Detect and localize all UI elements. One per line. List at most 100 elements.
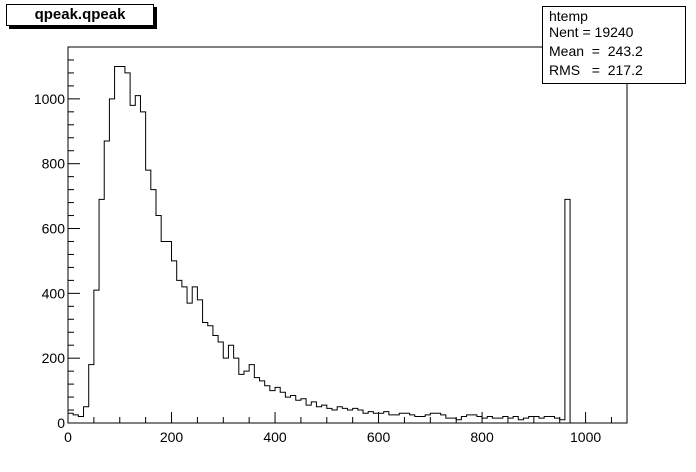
histogram-bin bbox=[172, 261, 177, 423]
histogram-bin bbox=[161, 241, 166, 423]
stats-mean: Mean = 243.2 bbox=[549, 43, 643, 59]
histogram-bin bbox=[125, 73, 130, 423]
histogram-bin bbox=[109, 99, 114, 423]
histogram-bin bbox=[285, 397, 290, 423]
histogram-bin bbox=[425, 415, 430, 423]
histogram-bin bbox=[306, 405, 311, 423]
histogram-bin bbox=[410, 415, 415, 423]
histogram-bin bbox=[151, 190, 156, 423]
stats-box: htemp Nent = 19240 Mean = 243.2 RMS = 21… bbox=[542, 6, 686, 84]
histogram-bin bbox=[461, 417, 466, 423]
histogram-bin bbox=[89, 365, 94, 423]
histogram-bin bbox=[518, 420, 523, 423]
histogram-bin bbox=[503, 417, 508, 423]
histogram-bin bbox=[213, 335, 218, 423]
histogram-bin bbox=[358, 410, 363, 423]
histogram-bin bbox=[182, 287, 187, 423]
histogram-bin bbox=[353, 408, 358, 423]
histogram-bin bbox=[104, 141, 109, 423]
histogram-bin bbox=[94, 290, 99, 423]
histogram-bin bbox=[482, 418, 487, 423]
histogram-bin bbox=[135, 96, 140, 423]
histogram-bin bbox=[368, 412, 373, 423]
histogram-bin bbox=[228, 345, 233, 423]
histogram-bin bbox=[73, 415, 78, 423]
histogram-bin bbox=[379, 413, 384, 423]
y-tick-label: 400 bbox=[42, 285, 66, 301]
histogram-bin bbox=[348, 410, 353, 423]
histogram-bin bbox=[140, 112, 145, 423]
y-tick-label: 600 bbox=[42, 221, 66, 237]
histogram-bin bbox=[203, 323, 208, 423]
histogram-bin bbox=[415, 417, 420, 423]
histogram-bin bbox=[223, 358, 228, 423]
histogram-bin bbox=[244, 371, 249, 423]
histogram-bin bbox=[544, 417, 549, 423]
histogram-bin bbox=[275, 387, 280, 423]
histogram-bin bbox=[404, 413, 409, 423]
histogram-bin bbox=[467, 415, 472, 423]
x-tick-label: 1000 bbox=[570, 429, 601, 445]
y-tick-label: 1000 bbox=[34, 91, 65, 107]
histogram-bin bbox=[265, 386, 270, 423]
histogram-bin bbox=[498, 418, 503, 423]
histogram-bin bbox=[156, 216, 161, 423]
y-tick-label: 0 bbox=[57, 415, 65, 431]
histogram-bin bbox=[327, 408, 332, 423]
histogram-bin bbox=[322, 405, 327, 423]
histogram-bin bbox=[399, 413, 404, 423]
histogram-bin bbox=[84, 407, 89, 423]
histogram-bin bbox=[539, 418, 544, 423]
histogram-bin bbox=[311, 402, 316, 423]
histogram-bin bbox=[384, 412, 389, 423]
stats-entries: Nent = 19240 bbox=[549, 24, 634, 40]
histogram-bin bbox=[115, 66, 120, 423]
histogram-bin bbox=[296, 400, 301, 423]
histogram-bin bbox=[208, 326, 213, 423]
histogram-bin bbox=[249, 365, 254, 423]
histogram-bin bbox=[187, 303, 192, 423]
histogram-bin bbox=[166, 241, 171, 423]
histogram-bin bbox=[99, 199, 104, 423]
histogram-bin bbox=[446, 418, 451, 423]
histogram-bin bbox=[394, 415, 399, 423]
histogram-bin bbox=[239, 374, 244, 423]
histogram-series-line bbox=[67, 65, 591, 424]
histogram-bin bbox=[78, 417, 83, 423]
y-axis: 0 200 400 600 800 1000 bbox=[34, 46, 80, 431]
histogram-bin bbox=[389, 415, 394, 423]
histogram-bin bbox=[146, 170, 151, 423]
x-tick-label: 200 bbox=[160, 429, 184, 445]
histogram-bin bbox=[177, 280, 182, 423]
histogram-bin bbox=[435, 413, 440, 423]
histogram-bin bbox=[270, 391, 275, 423]
histogram-bin bbox=[197, 300, 202, 423]
histogram-bin bbox=[456, 420, 461, 423]
histogram-bin bbox=[254, 378, 259, 423]
histogram-bin bbox=[332, 410, 337, 423]
histogram-bin bbox=[477, 417, 482, 423]
histogram-bin bbox=[130, 105, 135, 423]
histogram-bin bbox=[280, 392, 285, 423]
stats-rms: RMS = 217.2 bbox=[549, 62, 643, 78]
histogram-title: qpeak.qpeak bbox=[6, 4, 154, 26]
histogram-bin bbox=[508, 418, 513, 423]
histogram-bin bbox=[120, 66, 125, 423]
histogram-bin bbox=[420, 417, 425, 423]
histogram-bin bbox=[492, 418, 497, 423]
histogram-bin bbox=[218, 342, 223, 423]
x-tick-label: 600 bbox=[367, 429, 391, 445]
histogram-bin bbox=[487, 417, 492, 423]
y-tick-label: 800 bbox=[42, 156, 66, 172]
y-tick-label: 200 bbox=[42, 350, 66, 366]
histogram-bin bbox=[192, 287, 197, 423]
histogram-bin bbox=[441, 415, 446, 423]
histogram-bin bbox=[451, 418, 456, 423]
histogram-bin bbox=[513, 417, 518, 423]
histogram-bin bbox=[342, 408, 347, 423]
histogram-bin bbox=[363, 413, 368, 423]
histogram-bin bbox=[337, 407, 342, 423]
histogram-bin bbox=[529, 417, 534, 423]
histogram-bin bbox=[565, 199, 570, 423]
histogram-bin bbox=[316, 407, 321, 423]
